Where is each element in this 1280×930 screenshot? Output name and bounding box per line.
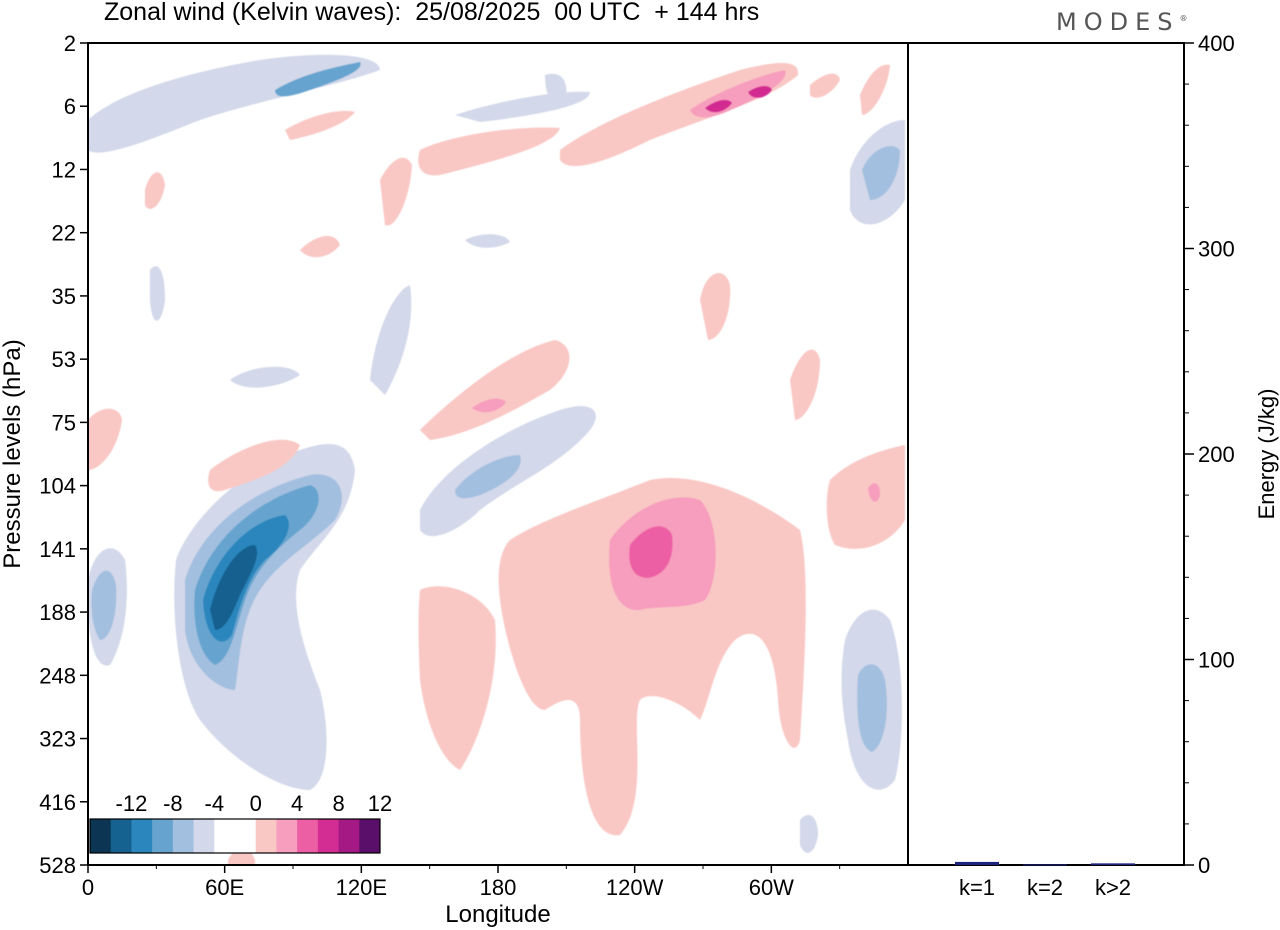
energy-tick-label: 400 [1198,31,1235,56]
energy-tick-label: 100 [1198,648,1235,673]
pos-streak-8 [810,73,840,98]
pos-streak-upper-3 [705,99,732,113]
x-tick-label: 180 [480,875,517,900]
energy-axis-label: Energy (J/kg) [1254,389,1279,520]
energy-bar-1 [955,861,999,865]
pos-region-pacific-3 [629,526,673,578]
neg-streak-3 [230,366,300,388]
colorbar: -12 -8 -4 0 4 8 12 [89,791,392,854]
chart-title: Zonal wind (Kelvin waves): 25/08/2025 00… [104,0,760,26]
pos-region-strat-2 [472,398,506,413]
y-tick-label: 528 [39,853,76,878]
neg-streak-6 [800,815,818,853]
pos-region-strat [420,340,570,440]
pos-region-midlat [700,273,731,340]
colorbar-swatch [214,819,236,853]
colorbar-swatch [172,819,195,853]
pos-streak-upper-4 [748,86,772,98]
x-tick-label: 60E [205,875,244,900]
y-tick-label: 2 [64,31,76,56]
energy-category-label: k=2 [1027,875,1063,900]
x-tick-label: 60W [749,875,794,900]
neg-streak-8 [150,266,165,321]
neg-region-east-2 [857,664,887,752]
colorbar-frame [89,818,381,854]
x-tick-label: 120W [606,875,664,900]
energy-frame [907,42,1185,866]
energy-category-label: k>2 [1095,875,1131,900]
colorbar-swatch [193,819,215,853]
energy-category-label: k=1 [959,875,995,900]
y-tick-label: 53 [52,347,76,372]
neg-region-asia-5 [210,545,258,630]
colorbar-swatch [297,819,319,853]
y-tick-label: 323 [39,727,76,752]
neg-streak-2 [455,91,590,122]
energy-tick-label: 200 [1198,442,1235,467]
colorbar-label: 8 [332,791,344,816]
colorbar-swatch [338,819,360,853]
x-axis-label: Longitude [445,901,550,928]
pos-streak-5 [418,127,560,176]
neg-streak-5 [465,234,510,248]
colorbar-swatch [110,819,132,853]
energy-bars: k=1 k=2 k>2 [955,861,1135,900]
colorbar-label: 4 [291,791,303,816]
colorbar-label: -12 [116,791,148,816]
neg-streak-7 [545,73,567,104]
energy-tick-label: 300 [1198,237,1235,262]
neg-streak-1b [275,62,361,97]
pos-region-atl [790,349,820,420]
registered-mark: ® [1179,14,1188,23]
colorbar-swatch [90,819,112,853]
x-tick-label: 120E [336,875,387,900]
pos-region-pacific [498,478,806,836]
y-tick-label: 6 [64,94,76,119]
x-tick-label: 0 [82,875,94,900]
neg-region-west-2 [91,570,117,640]
colorbar-swatch [152,819,174,853]
colorbar-swatch [235,819,257,853]
colorbar-label: -4 [205,791,225,816]
axes: 0 60E 120E 180 120W 60W 2 6 12 22 35 53 75 104 141 188 2… [39,31,1234,900]
colorbar-swatch [276,819,298,853]
y-tick-label: 12 [52,157,76,182]
energy-bar-3 [1091,863,1135,865]
pos-streak-11 [300,235,340,258]
pos-streak-9 [860,64,890,115]
pos-region-africa [88,408,122,470]
y-tick-label: 35 [52,284,76,309]
colorbar-label: 0 [250,791,262,816]
y-tick-label: 188 [39,600,76,625]
y-tick-label: 22 [52,221,76,246]
brand-text: MODES [1056,8,1180,36]
pos-streak-10 [145,172,165,209]
energy-tick-label: 0 [1198,853,1210,878]
y-tick-label: 416 [39,790,76,815]
y-tick-label: 141 [39,537,76,562]
colorbar-swatch [255,819,277,853]
pos-region-east-mid [826,445,905,549]
modes-logo: MODES® [1056,8,1187,36]
pos-region-india [208,439,300,492]
colorbar-label: -8 [163,791,183,816]
neg-streak-4 [370,285,412,395]
y-tick-label: 75 [52,410,76,435]
colorbar-swatch [317,819,340,853]
pos-streak-6 [285,110,355,140]
y-axis-label: Pressure levels (hPa) [0,339,26,568]
colorbar-label: 12 [368,791,392,816]
colorbar-swatch [359,819,381,853]
neg-region-dateline-2 [455,455,521,499]
y-tick-label: 104 [39,474,76,499]
pos-region-east-mid-2 [868,483,880,502]
pos-region-midpac [418,586,496,770]
neg-region-east-upper-2 [862,146,900,200]
pos-streak-7 [380,157,412,226]
colorbar-swatch [131,819,153,853]
contour-field [88,54,905,865]
energy-bar-2 [1023,864,1067,866]
y-tick-label: 248 [39,663,76,688]
